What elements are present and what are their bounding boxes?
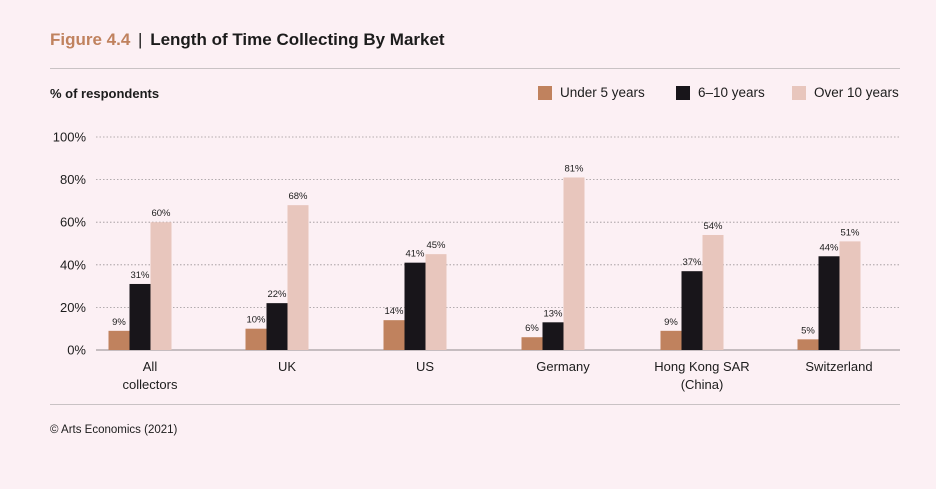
figure-title: Length of Time Collecting By Market: [150, 30, 445, 49]
data-label-4-1: 37%: [682, 257, 702, 268]
data-label-2-1: 41%: [405, 249, 425, 260]
bar-0-2: [150, 222, 172, 350]
bar-2-0: [383, 320, 405, 350]
data-label-1-1: 22%: [267, 289, 287, 300]
legend-label-6-10: 6–10 years: [698, 85, 765, 100]
title-separator: |: [138, 30, 143, 49]
data-label-3-0: 6%: [525, 323, 539, 334]
data-label-4-0: 9%: [664, 317, 678, 328]
legend-item-6-10: 6–10 years: [676, 85, 765, 100]
data-label-3-1: 13%: [543, 308, 563, 319]
data-label-5-0: 5%: [801, 325, 815, 336]
y-tick-label-60: 60%: [60, 215, 86, 230]
y-tick-label-0: 0%: [67, 343, 86, 358]
y-tick-label-100: 100%: [53, 130, 87, 145]
legend-swatch-under-5: [538, 85, 552, 100]
figure-number: Figure 4.4: [50, 30, 131, 49]
copyright-credit: © Arts Economics (2021): [50, 424, 178, 436]
data-label-5-1: 44%: [819, 242, 839, 253]
bar-1-2: [287, 205, 309, 350]
bar-5-1: [818, 256, 840, 350]
bar-1-1: [266, 303, 288, 350]
data-label-4-2: 54%: [703, 221, 723, 232]
data-label-1-2: 68%: [288, 191, 308, 202]
legend-label-over-10: Over 10 years: [814, 85, 899, 100]
data-label-5-2: 51%: [840, 227, 860, 238]
top-divider: [50, 68, 900, 69]
bar-4-2: [702, 234, 724, 350]
y-tick-label-40: 40%: [60, 257, 86, 272]
legend-item-over-10: Over 10 years: [792, 85, 899, 100]
bar-2-2: [425, 254, 447, 350]
bar-3-2: [563, 177, 585, 350]
legend-item-under-5: Under 5 years: [538, 85, 645, 100]
bar-0-0: [108, 330, 130, 350]
bar-3-1: [542, 322, 564, 350]
bar-5-0: [797, 339, 819, 350]
y-tick-label-20: 20%: [60, 300, 86, 315]
legend-swatch-over-10: [792, 85, 806, 100]
category-label-2-0: US: [416, 359, 434, 374]
category-label-0-0: All: [143, 359, 158, 374]
category-label-5-0: Switzerland: [805, 359, 872, 374]
figure-title-row: Figure 4.4 | Length of Time Collecting B…: [50, 30, 445, 50]
y-axis-label: % of respondents: [50, 86, 160, 101]
bar-3-0: [521, 337, 543, 350]
bar-2-1: [404, 262, 426, 350]
bar-4-0: [660, 330, 682, 350]
data-label-0-1: 31%: [130, 270, 150, 281]
legend-label-under-5: Under 5 years: [560, 85, 645, 100]
category-label-4-1: (China): [681, 377, 724, 392]
category-label-0-1: collectors: [123, 377, 178, 392]
legend-swatch-6-10: [676, 85, 690, 100]
bar-4-1: [681, 271, 703, 350]
bottom-divider: [50, 404, 900, 405]
category-label-1-0: UK: [278, 359, 296, 374]
data-label-0-2: 60%: [151, 208, 171, 219]
data-label-3-2: 81%: [564, 163, 584, 174]
data-label-0-0: 9%: [112, 317, 126, 328]
category-label-3-0: Germany: [536, 359, 590, 374]
data-label-2-2: 45%: [426, 240, 446, 251]
data-label-2-0: 14%: [384, 306, 404, 317]
legend: Under 5 years 6–10 years Over 10 years: [0, 85, 936, 105]
data-label-1-0: 10%: [246, 315, 266, 326]
category-label-4-0: Hong Kong SAR: [654, 359, 749, 374]
bar-1-0: [245, 328, 267, 350]
y-tick-label-80: 80%: [60, 172, 86, 187]
bar-5-2: [839, 241, 861, 350]
bar-0-1: [129, 283, 151, 350]
